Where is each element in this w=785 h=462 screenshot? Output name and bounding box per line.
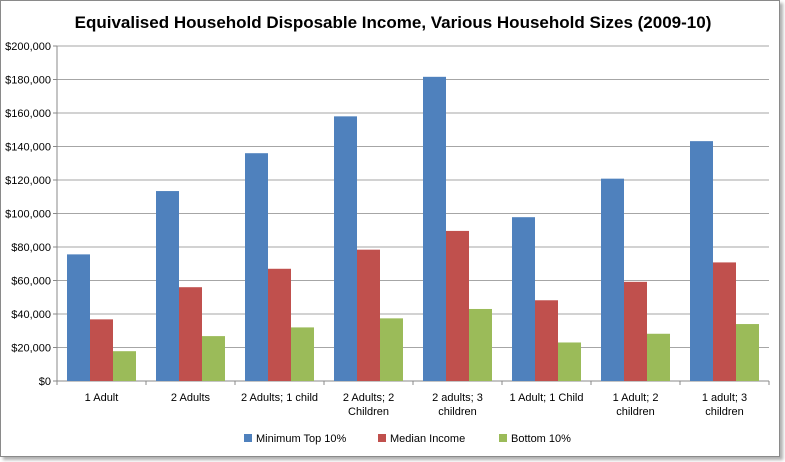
legend-swatch: [244, 434, 252, 442]
bar-bottom-10-: [380, 318, 403, 381]
bar-median-income: [179, 287, 202, 381]
x-tick-label: children: [438, 406, 477, 418]
legend-label: Minimum Top 10%: [256, 433, 346, 445]
x-tick-label: 1 Adult: [85, 392, 119, 404]
legend-label: Median Income: [390, 433, 465, 445]
bar-bottom-10-: [291, 327, 314, 381]
bar-minimum-top-10-: [156, 191, 179, 381]
y-tick-label: $160,000: [5, 108, 51, 120]
y-tick-label: $140,000: [5, 142, 51, 154]
y-tick-label: $60,000: [11, 276, 51, 288]
y-tick-label: $20,000: [11, 343, 51, 355]
legend-swatch: [499, 434, 507, 442]
y-tick-label: $180,000: [5, 75, 51, 87]
bar-median-income: [446, 230, 469, 381]
bar-median-income: [713, 262, 736, 381]
bar-bottom-10-: [736, 324, 759, 381]
x-tick-label: 1 Adult; 2: [613, 392, 659, 404]
x-tick-label: 2 Adults: [171, 392, 211, 404]
y-tick-label: $0: [39, 376, 51, 388]
legend-swatch: [378, 434, 386, 442]
bar-bottom-10-: [113, 351, 136, 381]
bar-bottom-10-: [647, 333, 670, 381]
bar-median-income: [624, 281, 647, 381]
x-tick-label: Children: [348, 406, 389, 418]
bar-median-income: [268, 268, 291, 381]
bar-bottom-10-: [202, 336, 225, 381]
bar-minimum-top-10-: [690, 141, 713, 381]
bar-minimum-top-10-: [512, 217, 535, 381]
chart-title: Equivalised Household Disposable Income,…: [75, 13, 712, 32]
x-tick-label: children: [616, 406, 655, 418]
y-tick-label: $100,000: [5, 209, 51, 221]
legend-label: Bottom 10%: [511, 433, 571, 445]
bar-bottom-10-: [469, 308, 492, 381]
bar-minimum-top-10-: [67, 254, 90, 381]
x-tick-label: 2 Adults; 2: [343, 392, 394, 404]
y-tick-label: $80,000: [11, 242, 51, 254]
x-tick-label: 1 adult; 3: [702, 392, 747, 404]
bar-chart: Equivalised Household Disposable Income,…: [5, 13, 770, 445]
bar-median-income: [535, 300, 558, 381]
x-tick-label: 2 Adults; 1 child: [241, 392, 318, 404]
bar-minimum-top-10-: [601, 178, 624, 381]
x-tick-label: 1 Adult; 1 Child: [510, 392, 584, 404]
y-tick-label: $200,000: [5, 41, 51, 53]
bar-median-income: [90, 319, 113, 381]
y-tick-label: $40,000: [11, 309, 51, 321]
bar-minimum-top-10-: [334, 116, 357, 381]
y-tick-label: $120,000: [5, 175, 51, 187]
x-tick-label: 2 adults; 3: [432, 392, 483, 404]
bar-median-income: [357, 249, 380, 381]
bar-bottom-10-: [558, 342, 581, 381]
bar-minimum-top-10-: [423, 76, 446, 381]
bar-minimum-top-10-: [245, 153, 268, 381]
x-tick-label: children: [705, 406, 744, 418]
